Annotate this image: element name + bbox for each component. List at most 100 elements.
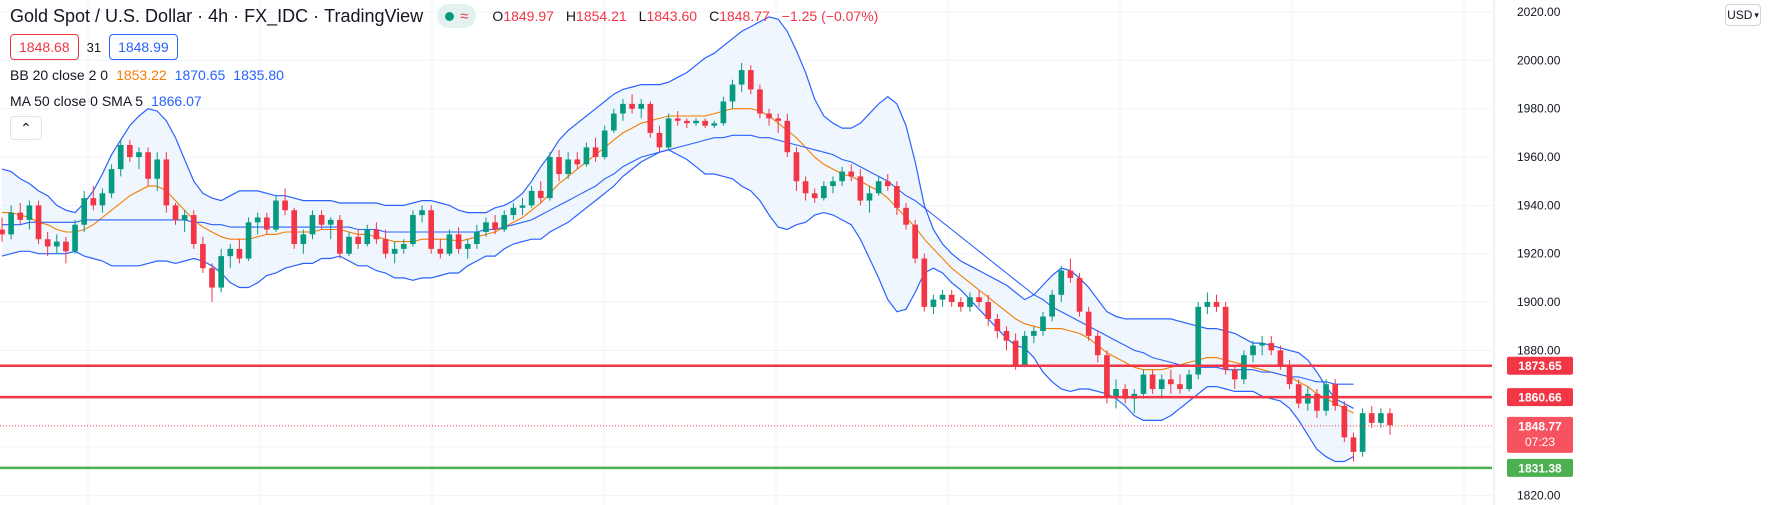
candle-body	[455, 234, 462, 249]
candle-body	[629, 103, 635, 109]
candle	[939, 289, 946, 307]
indicator-bb[interactable]: BB 20 close 2 0 1853.22 1870.65 1835.80	[10, 67, 284, 83]
candle-body	[939, 294, 946, 300]
price-tick-label: 1980.00	[1517, 102, 1561, 116]
candle-body	[1368, 413, 1375, 423]
collapse-legend-button[interactable]: ⌃	[10, 116, 42, 140]
candle	[1259, 335, 1265, 356]
candle-body	[674, 118, 681, 121]
candle-body	[437, 248, 444, 254]
candle	[821, 181, 827, 201]
sell-button[interactable]: 1848.68	[10, 34, 79, 60]
candle	[263, 212, 270, 235]
candle-body	[1113, 389, 1119, 397]
candle-body	[866, 193, 873, 201]
market-status[interactable]: ≈	[437, 4, 477, 28]
candle-body	[1021, 335, 1028, 365]
candle	[537, 181, 544, 203]
price-tick-label: 1900.00	[1517, 295, 1561, 309]
candle-body	[821, 186, 827, 199]
candle	[209, 263, 215, 303]
candle	[72, 219, 78, 254]
separator: ·	[313, 5, 320, 26]
candle	[373, 222, 380, 245]
bollinger-upper-line	[1, 16, 1354, 409]
candle-body	[519, 205, 526, 208]
candle	[528, 186, 535, 208]
candle	[364, 224, 371, 247]
candle	[44, 231, 51, 257]
candle-body	[1195, 306, 1202, 375]
candle	[419, 205, 425, 223]
candle-body	[245, 222, 252, 259]
candle-body	[985, 302, 992, 319]
separator: ·	[197, 5, 204, 26]
candle-body	[1350, 437, 1357, 452]
candle-body	[1314, 393, 1320, 411]
candle-body	[930, 299, 937, 307]
candle-body	[117, 144, 124, 170]
candle-body	[757, 89, 763, 114]
candle-body	[81, 198, 88, 225]
candle	[894, 181, 900, 216]
candle	[556, 149, 562, 182]
bb-label: BB 20 close 2 0	[10, 67, 109, 83]
candle-body	[419, 210, 425, 216]
symbol-title[interactable]: Gold Spot / U.S. Dollar	[10, 5, 193, 26]
candle	[830, 176, 836, 194]
candle-body	[1149, 374, 1156, 390]
candle-body	[35, 205, 42, 240]
candle-body	[337, 219, 343, 254]
candle-body	[1231, 369, 1238, 380]
candle	[1332, 379, 1339, 411]
candle	[1295, 379, 1302, 409]
candle-body	[1031, 331, 1037, 336]
candle-body	[556, 157, 562, 174]
candle-body	[1332, 384, 1339, 406]
candle-body	[446, 234, 453, 254]
candle	[1359, 408, 1366, 457]
close-value: 1848.77	[719, 8, 770, 24]
candle	[729, 79, 736, 109]
candle	[1058, 265, 1065, 303]
candle	[1241, 350, 1247, 385]
candle	[629, 94, 635, 114]
candle-body	[738, 70, 745, 85]
candle-body	[163, 159, 170, 206]
bb-lower-value: 1835.80	[233, 67, 284, 83]
candle	[227, 244, 234, 269]
candle-body	[711, 123, 718, 126]
candle-body	[53, 241, 60, 247]
currency-selector[interactable]: USD ▾	[1725, 4, 1761, 26]
candle	[492, 215, 498, 235]
candle-body	[528, 190, 535, 206]
candle	[1314, 389, 1320, 419]
candle-body	[300, 234, 307, 245]
candle	[1076, 273, 1083, 317]
currency-label: USD	[1727, 8, 1753, 22]
candle	[90, 186, 97, 211]
separator: ·	[233, 5, 240, 26]
candle-body	[693, 120, 699, 124]
support-tag-label: 1831.38	[1518, 461, 1562, 475]
candle-body	[1040, 316, 1046, 332]
buy-button[interactable]: 1848.99	[109, 34, 178, 60]
candle	[1204, 292, 1211, 315]
candle-body	[501, 215, 508, 230]
candles	[0, 62, 1393, 462]
indicator-ma[interactable]: MA 50 close 0 SMA 5 1866.07	[10, 93, 202, 109]
candle-body	[1222, 306, 1229, 370]
last-price-tag	[1507, 416, 1573, 453]
candle	[1213, 294, 1220, 312]
interval[interactable]: 4h	[208, 5, 229, 26]
candle-body	[510, 207, 517, 216]
candle-body	[1067, 270, 1074, 278]
candle-body	[1295, 384, 1302, 404]
open-value: 1849.97	[503, 8, 554, 24]
candle-body	[154, 159, 161, 179]
candle-body	[309, 215, 316, 235]
candle	[574, 152, 581, 170]
source: FX_IDC	[244, 5, 309, 26]
candle-body	[1158, 379, 1165, 390]
